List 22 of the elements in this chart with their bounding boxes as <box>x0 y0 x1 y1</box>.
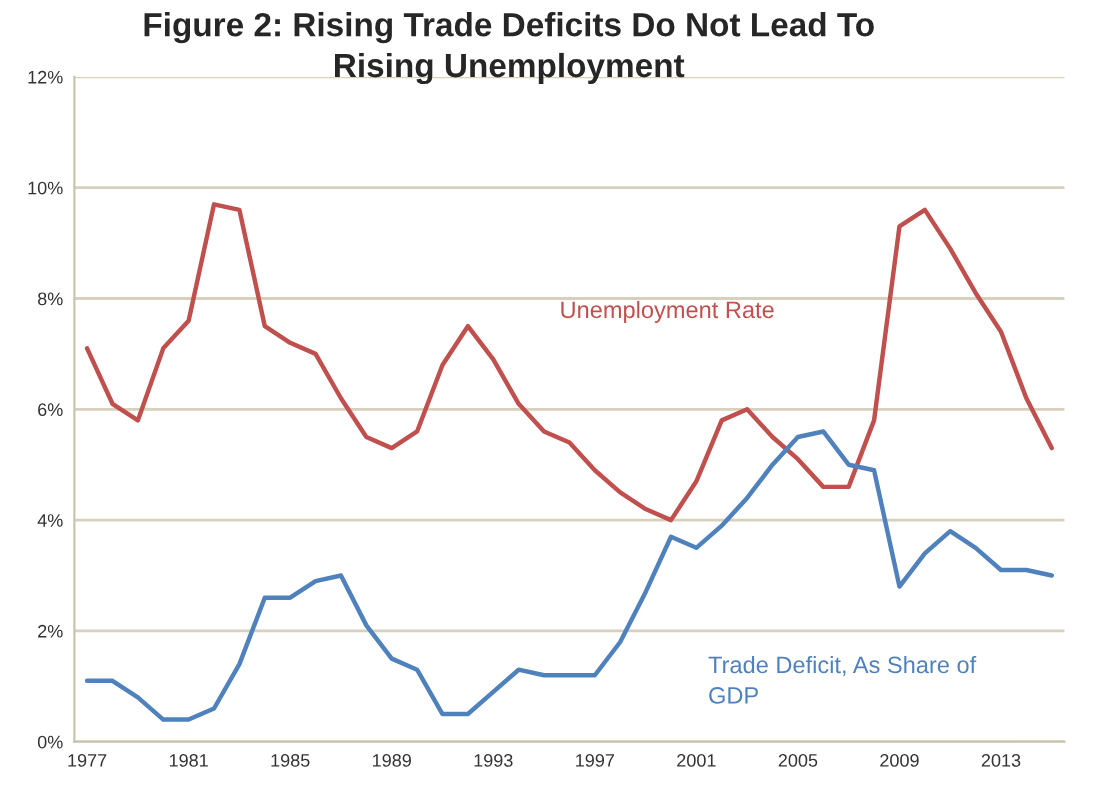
text: Trade Deficit, As Share of GDP <box>708 655 977 704</box>
x-tick-label: 1993 <box>474 754 513 767</box>
y-tick-label: 10% <box>28 181 63 195</box>
x-tick-label: 1977 <box>68 754 107 767</box>
chart-title: Figure 2: Rising Trade Deficits Do Not Lead To Rising Unemployment <box>144 12 874 85</box>
y-tick-label: 6% <box>38 403 63 417</box>
line-series <box>84 429 1054 722</box>
x-tick-label: 2005 <box>778 754 818 767</box>
x-tick-label: 1997 <box>576 754 614 767</box>
x-tick-label: 1989 <box>373 754 411 767</box>
x-tick-label: 2013 <box>981 754 1021 767</box>
y-tick-label: 0% <box>37 735 63 749</box>
x-tick-label: 1981 <box>169 754 208 767</box>
y-tick-label: 8% <box>37 292 63 306</box>
line-series <box>84 202 1054 523</box>
y-tick-label: 12% <box>28 70 63 84</box>
y-tick-label: 4% <box>37 514 63 527</box>
text: Unemployment Rate <box>561 300 774 323</box>
y-tick-label: 2% <box>38 624 63 638</box>
x-tick-label: 2009 <box>880 754 919 767</box>
x-tick-label: 1985 <box>271 754 310 767</box>
x-tick-label: 2001 <box>677 754 716 767</box>
